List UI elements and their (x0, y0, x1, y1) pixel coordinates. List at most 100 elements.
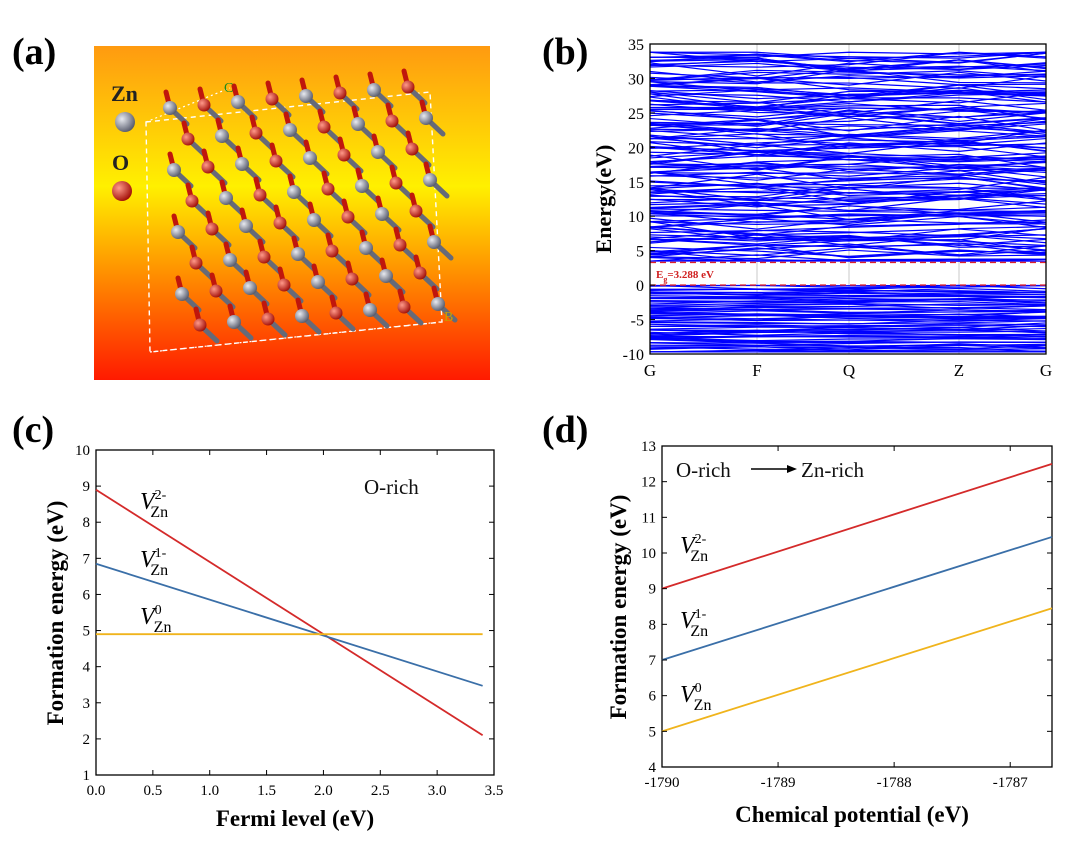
o-atom (409, 204, 423, 218)
zn-atom (223, 253, 237, 267)
b-ytick-label: -10 (623, 347, 644, 364)
o-atom (209, 284, 223, 298)
o-atom (337, 148, 351, 162)
band-line (649, 142, 1047, 158)
series-label-sub: Zn (690, 548, 708, 565)
ytick-label: 11 (642, 510, 656, 526)
xtick-label: 1.5 (257, 783, 276, 799)
ytick-label: 4 (649, 760, 657, 776)
series-label-main: V (140, 547, 157, 573)
c-plot-frame (95, 449, 495, 776)
band-line (649, 58, 1047, 73)
series-label: V0 Zn (140, 603, 171, 636)
zn-atom (367, 83, 381, 97)
series-label-main: V (680, 533, 697, 559)
series-label: V2-Zn (140, 488, 168, 521)
band-line (649, 298, 1047, 304)
zn-atom (239, 219, 253, 233)
fermi-level-chart: 0.0 0.5 1.0 1.5 2.0 2.5 3.0 3.5 1 2 3 4 5 6 7 8 9 10 O-ri… (43, 443, 503, 831)
series-line-0 (661, 607, 1053, 733)
band-line (649, 109, 1047, 126)
band-line (649, 109, 1047, 121)
o-atom (325, 244, 339, 258)
band-line (649, 171, 1047, 186)
band-line (649, 300, 1047, 306)
series-label-main: V (680, 682, 697, 708)
zn-atom (299, 89, 313, 103)
d-annotation-left: O-rich (676, 458, 731, 482)
xtick-label: 2.0 (314, 783, 333, 799)
xtick-label: -1788 (877, 775, 912, 791)
band-line (649, 341, 1047, 347)
chemical-potential-chart: -1790 -1789 -1788 -1787 4 5 6 7 8 9 10 11 12 13 O-ric… (606, 439, 1053, 827)
band-line (649, 167, 1047, 184)
xtick-label: 0.5 (143, 783, 162, 799)
b-xtick-label: Q (843, 361, 855, 380)
ytick-label: 8 (83, 515, 91, 531)
b-axes: -10 -5 0 5 10 15 20 25 30 35 G F Q Z G (623, 37, 1052, 380)
svg-text:Eg=3.288 eV: Eg=3.288 eV (656, 269, 714, 284)
band-line (649, 155, 1047, 170)
xtick-label: 1.0 (200, 783, 219, 799)
band-line (649, 242, 1047, 256)
band-line (649, 70, 1047, 81)
band-line (649, 215, 1047, 228)
band-line (649, 188, 1047, 207)
band-line (649, 60, 1047, 71)
o-atom (321, 182, 335, 196)
zn-legend-label: Zn (111, 81, 138, 106)
o-atom (273, 216, 287, 230)
band-line (649, 99, 1047, 116)
o-atom (189, 256, 203, 270)
gap-label-sub: g (663, 275, 667, 284)
xtick-label: 2.5 (371, 783, 390, 799)
d-series-lines (661, 462, 1053, 733)
gap-label-value: =3.288 eV (667, 269, 714, 281)
o-atom (385, 114, 399, 128)
b-ytick-label: 35 (628, 37, 644, 54)
o-atom (397, 300, 411, 314)
band-line (649, 151, 1047, 167)
b-ylabel: Energy(eV) (591, 145, 616, 254)
band-line (649, 244, 1047, 255)
ytick-label: 9 (83, 479, 91, 495)
panel-label-a: (a) (12, 31, 57, 73)
band-line (649, 249, 1047, 260)
o-atom (201, 160, 215, 174)
band-line (649, 106, 1047, 119)
zn-atom (379, 269, 393, 283)
band-line (649, 186, 1047, 197)
b-ytick-label: 30 (628, 71, 644, 88)
series-label-sub: Zn (150, 562, 168, 579)
band-line (649, 72, 1047, 86)
ytick-label: 4 (83, 660, 91, 676)
ytick-label: 6 (83, 587, 91, 603)
panel-label-b: (b) (542, 31, 589, 73)
o-atom (405, 142, 419, 156)
o-atom (401, 80, 415, 94)
xtick-label: 0.0 (87, 783, 106, 799)
band-line (649, 209, 1047, 217)
band-line (649, 123, 1047, 134)
o-atom (277, 278, 291, 292)
unit-cell-edge (145, 87, 231, 123)
c-annotation: O-rich (364, 475, 419, 499)
band-line (649, 204, 1047, 221)
zn-atom (375, 207, 389, 221)
o-atom (345, 272, 359, 286)
xtick-label: -1790 (645, 775, 680, 791)
series-label-main: V (680, 608, 697, 634)
zn-atom (419, 111, 433, 125)
o-atom (261, 312, 275, 326)
band-line (649, 165, 1047, 178)
band-lines (649, 44, 1047, 354)
series-line-1minus (661, 536, 1053, 661)
series-label-sub: Zn (690, 623, 708, 640)
band-line (649, 166, 1047, 177)
zn-atom (215, 129, 229, 143)
ytick-label: 7 (649, 653, 657, 669)
band-line (650, 258, 1047, 262)
zn-atom (311, 275, 325, 289)
zn-atom (243, 281, 257, 295)
o-atom (389, 176, 403, 190)
